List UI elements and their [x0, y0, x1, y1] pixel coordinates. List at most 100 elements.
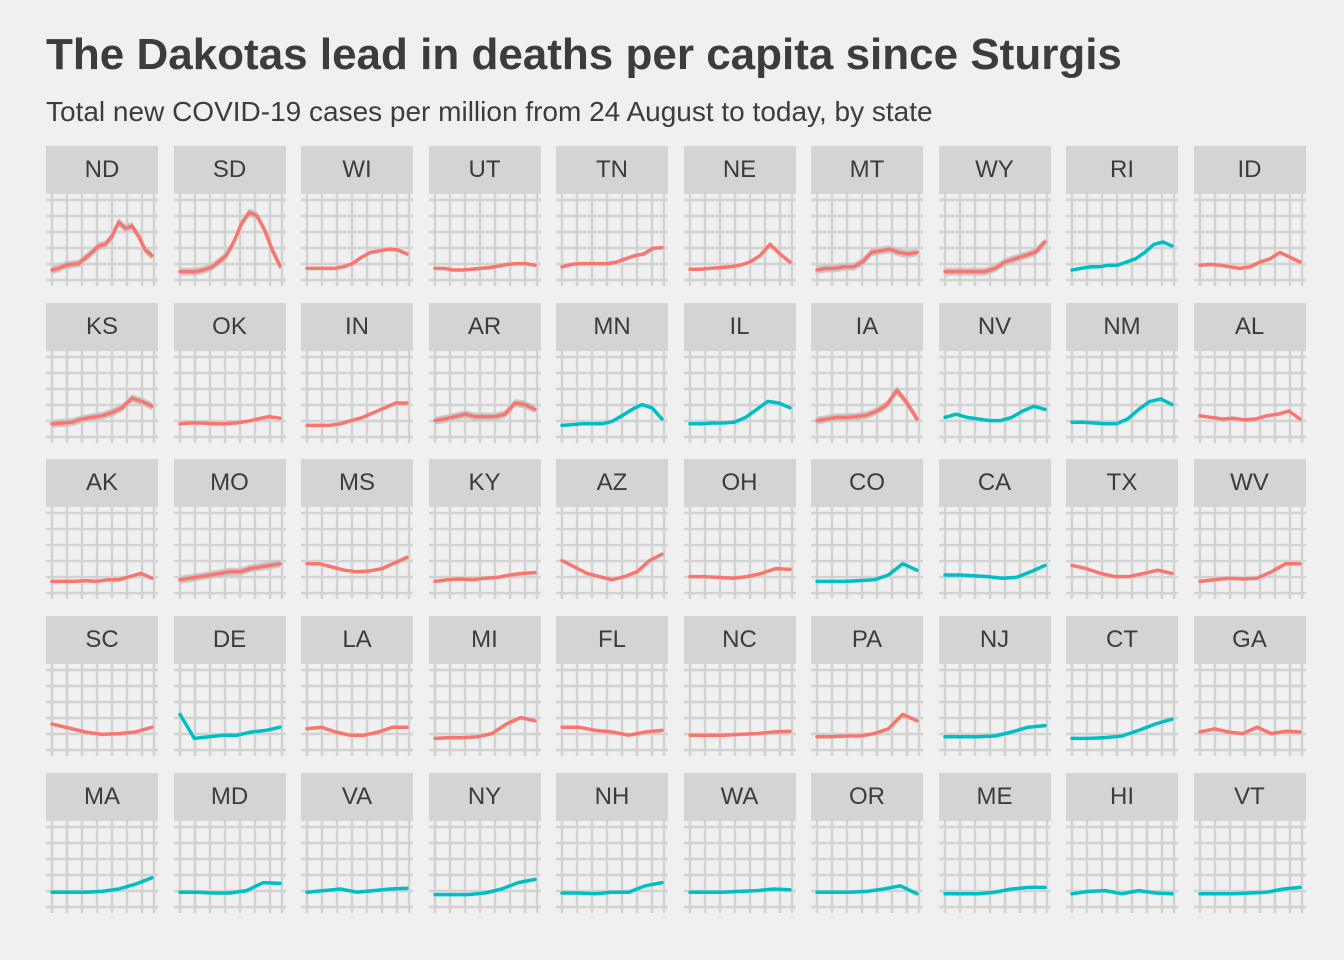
series-line-in	[305, 400, 409, 427]
facet-plot	[811, 820, 923, 913]
facet-strip-label: NH	[556, 772, 668, 821]
facet-strip-label: OK	[173, 302, 286, 351]
facet-plot	[811, 350, 923, 443]
facet-panel-va: VA	[301, 772, 413, 915]
facet-panel-il: IL	[683, 302, 796, 445]
series-line-nj	[942, 723, 1047, 739]
facet-strip-label: PA	[811, 616, 923, 665]
facet-strip-label: MA	[46, 772, 158, 821]
facet-panel-nd: ND	[46, 146, 158, 288]
facet-panel-nm: NM	[1066, 302, 1178, 445]
facet-plot	[46, 664, 158, 757]
facet-strip-label: CO	[811, 459, 923, 508]
series-line-ky	[432, 571, 537, 584]
series-line-nc	[687, 729, 792, 738]
facet-strip-label: VA	[301, 772, 413, 821]
facet-panel-ks: KS	[46, 302, 158, 445]
facet-strip-label: MO	[173, 459, 286, 508]
facet-panel-co: CO	[811, 459, 923, 601]
chart-subtitle: Total new COVID-19 cases per million fro…	[46, 96, 933, 127]
series-line-ia	[815, 388, 919, 423]
series-line-pa	[815, 712, 919, 739]
facet-strip-label: MT	[811, 146, 923, 194]
series-line-ks	[50, 396, 154, 426]
facet-plot	[46, 350, 158, 443]
facet-plot	[173, 350, 286, 443]
series-line-wi	[305, 247, 409, 271]
series-line-nh	[560, 880, 664, 896]
series-line-al	[1197, 408, 1302, 422]
series-line-me	[942, 885, 1047, 896]
facet-strip-label: LA	[301, 616, 413, 665]
facet-plot	[1193, 664, 1306, 757]
series-line-mi	[432, 715, 537, 741]
facet-plot	[556, 507, 668, 600]
facet-panel-tx: TX	[1066, 459, 1178, 601]
series-line-ga	[1197, 725, 1302, 736]
facet-panel-vt: VT	[1193, 772, 1306, 915]
facet-strip-label: AK	[46, 459, 158, 508]
facet-plot	[428, 664, 541, 757]
facet-strip-label: VT	[1193, 772, 1306, 821]
facet-strip-label: DE	[173, 616, 286, 665]
facet-strip-label: NY	[428, 772, 541, 821]
series-line-mt	[815, 247, 919, 272]
facet-plot	[46, 820, 158, 913]
series-line-ok	[177, 414, 282, 426]
facet-strip-label: KS	[46, 302, 158, 351]
facet-strip-label: IN	[301, 302, 413, 351]
series-line-or	[815, 883, 919, 896]
facet-strip-label: WA	[683, 772, 796, 821]
confidence-ribbon	[179, 208, 280, 276]
facet-strip-label: SD	[173, 146, 286, 194]
facet-panel-pa: PA	[811, 616, 923, 758]
series-line-nm	[1070, 396, 1174, 426]
facet-strip-label: CA	[938, 459, 1051, 508]
series-line-ar	[432, 400, 537, 423]
facet-plot	[556, 194, 668, 286]
series-line-ut	[432, 261, 537, 272]
facet-panel-mt: MT	[811, 146, 923, 288]
facet-plot	[811, 507, 923, 600]
series-line-id	[1197, 250, 1302, 271]
series-line-ca	[942, 564, 1047, 581]
facet-panel-nc: NC	[683, 616, 796, 758]
series-line-oh	[687, 567, 792, 581]
facet-panel-ut: UT	[428, 146, 541, 288]
facet-panel-nv: NV	[938, 302, 1051, 445]
facet-plot	[428, 350, 541, 443]
facet-strip-label: AZ	[556, 459, 668, 508]
facet-strip-label: UT	[428, 146, 541, 194]
series-line-ma	[50, 875, 154, 894]
facet-panel-ar: AR	[428, 302, 541, 445]
facet-panel-ms: MS	[301, 459, 413, 601]
series-line-ny	[432, 877, 537, 897]
facet-plot	[1066, 664, 1178, 757]
facet-strip-label: NM	[1066, 302, 1178, 351]
facet-plot	[683, 507, 796, 600]
facet-strip-label: SC	[46, 616, 158, 665]
facet-panel-ny: NY	[428, 772, 541, 915]
facet-strip-label: KY	[428, 459, 541, 508]
facet-plot	[938, 820, 1051, 913]
facet-plot	[1066, 350, 1178, 443]
facet-plot	[46, 194, 158, 286]
series-line-wa	[687, 887, 792, 894]
facet-plot	[1066, 194, 1178, 286]
series-line-nd	[50, 220, 154, 272]
facet-strip-label: HI	[1066, 772, 1178, 821]
facet-plot	[683, 194, 796, 286]
series-line-sd	[177, 210, 282, 274]
facet-strip-label: FL	[556, 616, 668, 665]
facet-panel-wy: WY	[938, 146, 1051, 288]
facet-plot	[428, 820, 541, 913]
series-line-az	[560, 552, 664, 582]
facet-panel-wi: WI	[301, 146, 413, 288]
facet-plot	[1066, 820, 1178, 913]
facet-strip-label: OH	[683, 459, 796, 508]
facet-strip-label: AL	[1193, 302, 1306, 351]
facet-plot	[811, 194, 923, 286]
facet-strip-label: ME	[938, 772, 1051, 821]
facet-plot	[683, 350, 796, 443]
facet-plot	[428, 194, 541, 286]
